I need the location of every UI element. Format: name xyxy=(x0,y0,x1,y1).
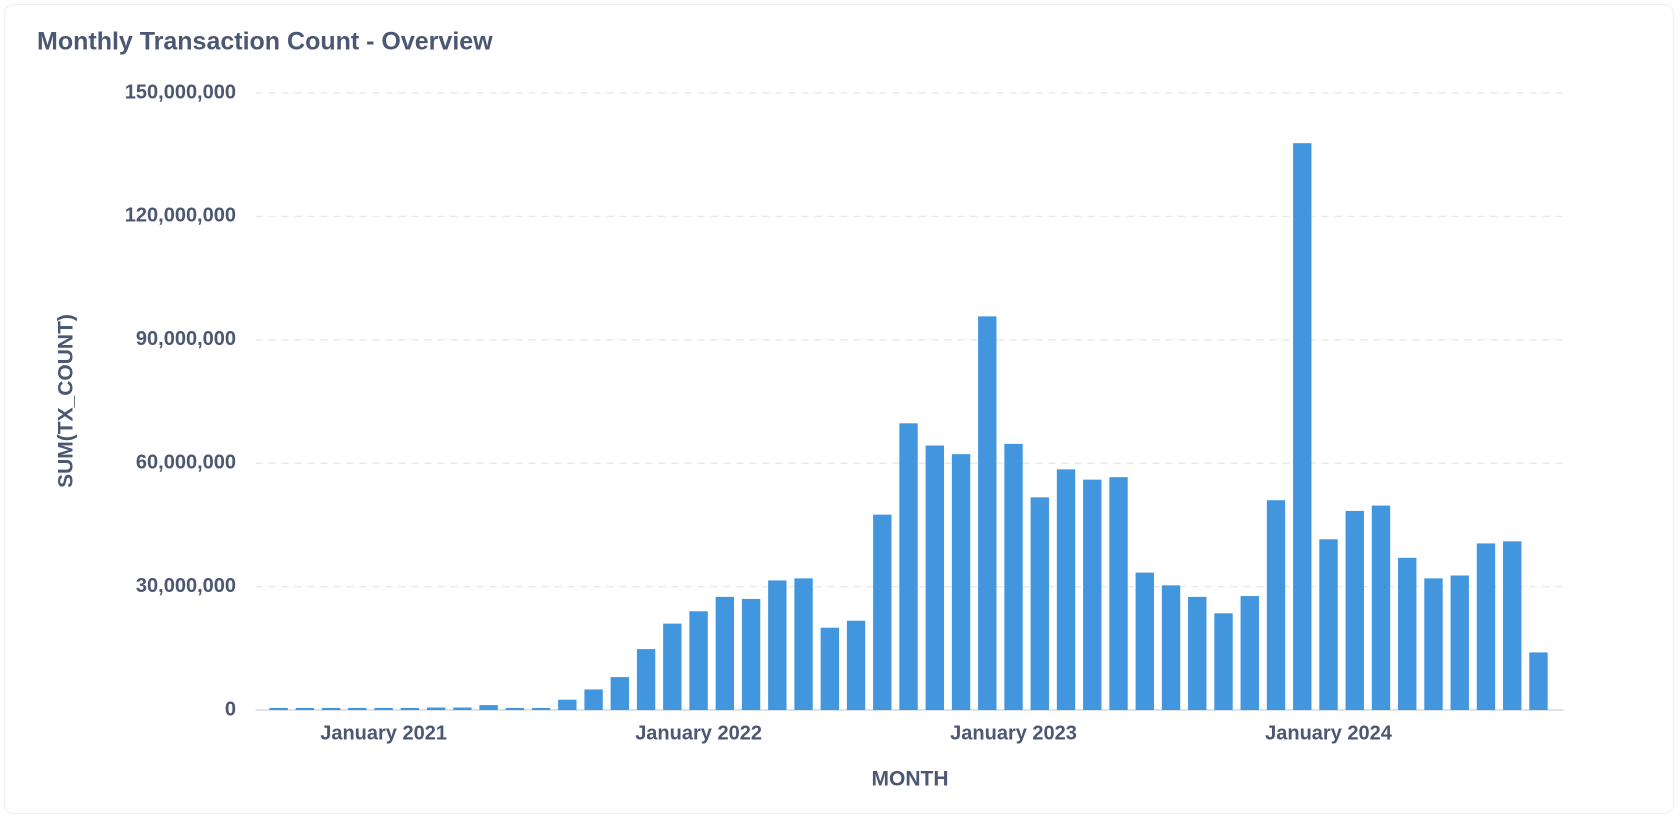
x-axis-title: MONTH xyxy=(872,768,949,791)
bar xyxy=(269,707,288,710)
bar xyxy=(925,445,944,710)
bar xyxy=(1266,500,1286,710)
x-tick-label: January 2021 xyxy=(320,722,447,744)
bar xyxy=(1450,575,1469,710)
bar xyxy=(689,611,708,710)
bar xyxy=(1004,443,1023,710)
bar xyxy=(1293,143,1312,710)
bar xyxy=(846,620,866,710)
bar xyxy=(873,514,892,710)
y-tick-label: 150,000,000 xyxy=(125,81,236,103)
bar xyxy=(584,689,603,710)
bar xyxy=(663,623,682,710)
bar xyxy=(1083,479,1102,710)
bar xyxy=(951,454,971,710)
bar xyxy=(1056,469,1076,710)
bar xyxy=(1529,652,1548,710)
y-tick-label: 30,000,000 xyxy=(136,575,236,597)
bar xyxy=(505,707,525,710)
bar xyxy=(1109,477,1128,710)
bar xyxy=(768,580,787,710)
bar xyxy=(1161,585,1181,710)
bar xyxy=(1240,596,1259,710)
y-tick-label: 120,000,000 xyxy=(125,205,236,227)
bar xyxy=(1476,543,1496,710)
bar xyxy=(1503,541,1522,710)
y-tick-label: 0 xyxy=(225,698,236,720)
x-tick-label: January 2023 xyxy=(950,722,1077,744)
bar xyxy=(1319,539,1338,710)
bar xyxy=(741,598,761,710)
bar xyxy=(558,699,577,710)
bar xyxy=(715,596,735,710)
y-axis-title: SUM(TX_COUNT) xyxy=(55,314,78,488)
bar xyxy=(1398,557,1417,710)
bar xyxy=(820,627,839,710)
bar xyxy=(610,677,630,710)
bar xyxy=(374,707,393,710)
bar xyxy=(1188,596,1207,710)
bar xyxy=(1030,497,1049,710)
bar xyxy=(295,707,315,710)
bar xyxy=(400,707,420,710)
bar xyxy=(899,423,918,710)
bar xyxy=(978,316,997,710)
bar xyxy=(1214,613,1233,710)
bar xyxy=(1135,572,1154,710)
bar xyxy=(348,707,367,710)
bar xyxy=(426,707,446,710)
bar xyxy=(453,707,472,710)
card xyxy=(4,4,1674,814)
x-tick-label: January 2024 xyxy=(1265,722,1393,744)
bar xyxy=(636,649,656,710)
x-tick-label: January 2022 xyxy=(635,722,762,744)
bar xyxy=(1371,505,1391,710)
bar xyxy=(1424,578,1443,710)
bar xyxy=(794,578,813,710)
bar xyxy=(531,707,551,710)
chart-title: Monthly Transaction Count - Overview xyxy=(37,28,493,56)
bar xyxy=(479,705,498,710)
bar xyxy=(321,707,341,710)
bar xyxy=(1345,510,1364,710)
y-tick-label: 90,000,000 xyxy=(136,328,236,350)
y-tick-label: 60,000,000 xyxy=(136,451,236,473)
